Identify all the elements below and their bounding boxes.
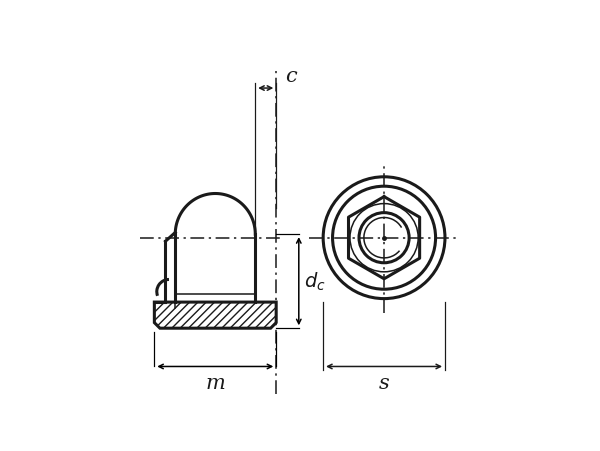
Text: $d_c$: $d_c$ [304,271,326,293]
Text: s: s [379,373,389,392]
Text: c: c [285,66,296,85]
Text: m: m [205,373,225,392]
Polygon shape [154,303,276,328]
